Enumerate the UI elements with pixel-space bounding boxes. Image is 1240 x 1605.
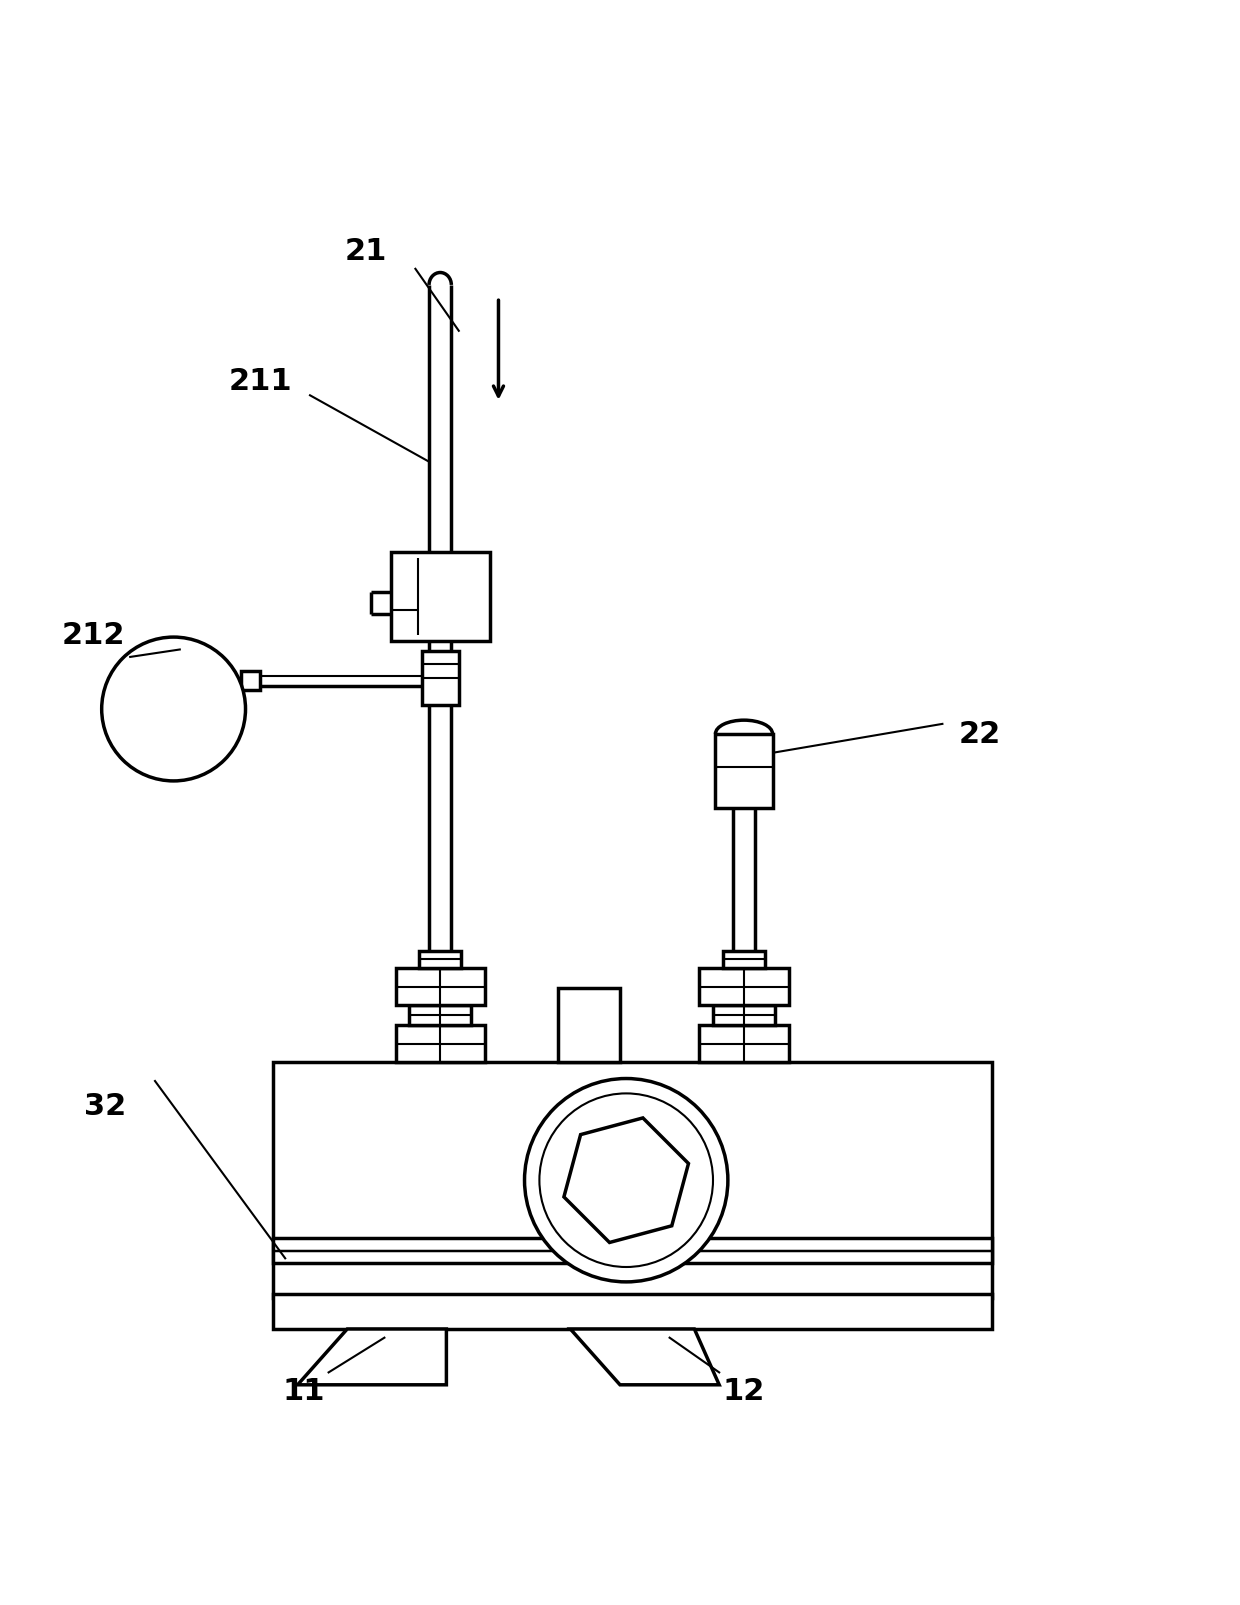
Circle shape <box>102 637 246 782</box>
Bar <box>396 1026 485 1063</box>
Text: 12: 12 <box>723 1377 765 1406</box>
Polygon shape <box>298 1329 446 1385</box>
Text: 211: 211 <box>228 366 293 396</box>
Text: 11: 11 <box>283 1377 325 1406</box>
Bar <box>391 552 490 642</box>
Bar <box>273 1239 992 1263</box>
Bar <box>558 989 620 1063</box>
Bar <box>699 1026 789 1063</box>
Bar <box>241 672 260 690</box>
Text: 32: 32 <box>84 1091 126 1120</box>
Bar <box>422 652 459 706</box>
Text: 212: 212 <box>61 621 125 650</box>
Bar <box>273 1295 992 1329</box>
Text: 21: 21 <box>345 236 387 265</box>
Circle shape <box>525 1079 728 1282</box>
Polygon shape <box>564 1119 688 1242</box>
Bar <box>273 1063 992 1298</box>
Bar <box>713 1006 775 1026</box>
Circle shape <box>539 1093 713 1268</box>
Text: 22: 22 <box>959 721 1001 750</box>
Bar <box>715 735 773 809</box>
Polygon shape <box>570 1329 719 1385</box>
Bar <box>396 968 485 1006</box>
Bar <box>723 952 765 968</box>
Bar <box>419 952 461 968</box>
Bar <box>409 1006 471 1026</box>
Bar <box>699 968 789 1006</box>
